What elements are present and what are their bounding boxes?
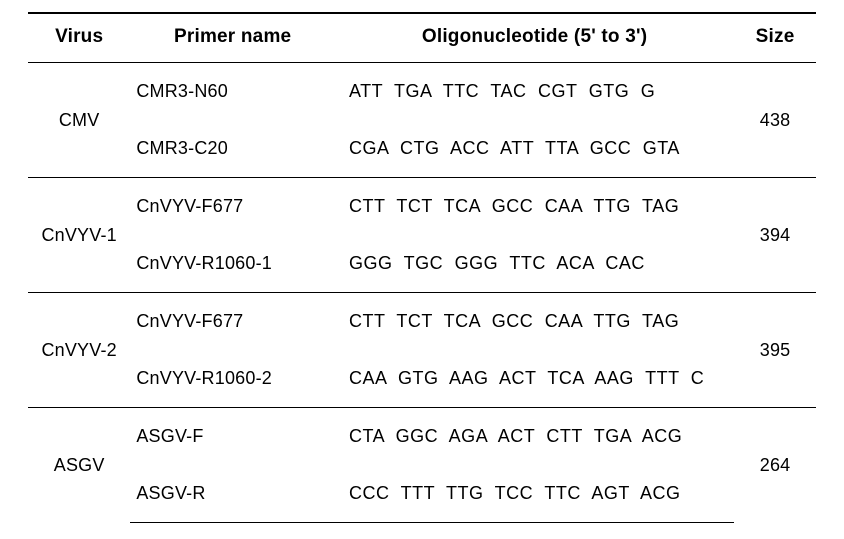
cell-virus: CMV: [28, 63, 130, 178]
table-row: CnVYV-R1060-1 GGG TGC GGG TTC ACA CAC: [28, 235, 816, 293]
table-row: CnVYV-1 CnVYV-F677 CTT TCT TCA GCC CAA T…: [28, 178, 816, 236]
cell-virus: ASGV: [28, 408, 130, 523]
cell-primer: CnVYV-F677: [130, 178, 335, 236]
cell-primer: CMR3-C20: [130, 120, 335, 178]
table-row: CMV CMR3-N60 ATT TGA TTC TAC CGT GTG G 4…: [28, 63, 816, 121]
cell-primer: CnVYV-F677: [130, 293, 335, 351]
cell-primer: CnVYV-R1060-1: [130, 235, 335, 293]
primer-table-container: { "table": { "headers": { "virus": "Viru…: [0, 0, 844, 539]
cell-oligo: CGA CTG ACC ATT TTA GCC GTA: [335, 120, 734, 178]
cell-size: 394: [734, 178, 816, 293]
cell-size: 264: [734, 408, 816, 523]
cell-primer: CnVYV-R1060-2: [130, 350, 335, 408]
cell-oligo: CTT TCT TCA GCC CAA TTG TAG: [335, 178, 734, 236]
cell-oligo: CAA GTG AAG ACT TCA AAG TTT C: [335, 350, 734, 408]
table-row: ASGV-R CCC TTT TTG TCC TTC AGT ACG: [28, 465, 816, 523]
cell-primer: ASGV-F: [130, 408, 335, 466]
cell-oligo: ATT TGA TTC TAC CGT GTG G: [335, 63, 734, 121]
table-row: CnVYV-2 CnVYV-F677 CTT TCT TCA GCC CAA T…: [28, 293, 816, 351]
col-header-virus: Virus: [28, 13, 130, 63]
cell-size: 395: [734, 293, 816, 408]
cell-primer: CMR3-N60: [130, 63, 335, 121]
col-header-oligo: Oligonucleotide (5' to 3'): [335, 13, 734, 63]
table-row: CMR3-C20 CGA CTG ACC ATT TTA GCC GTA: [28, 120, 816, 178]
table-row: CnVYV-R1060-2 CAA GTG AAG ACT TCA AAG TT…: [28, 350, 816, 408]
cell-primer: ASGV-R: [130, 465, 335, 523]
primer-table: Virus Primer name Oligonucleotide (5' to…: [28, 12, 816, 523]
cell-oligo: CTA GGC AGA ACT CTT TGA ACG: [335, 408, 734, 466]
table-row: ASGV ASGV-F CTA GGC AGA ACT CTT TGA ACG …: [28, 408, 816, 466]
cell-oligo: CTT TCT TCA GCC CAA TTG TAG: [335, 293, 734, 351]
col-header-primer: Primer name: [130, 13, 335, 63]
cell-oligo: GGG TGC GGG TTC ACA CAC: [335, 235, 734, 293]
cell-virus: CnVYV-2: [28, 293, 130, 408]
cell-virus: CnVYV-1: [28, 178, 130, 293]
cell-oligo: CCC TTT TTG TCC TTC AGT ACG: [335, 465, 734, 523]
cell-size: 438: [734, 63, 816, 178]
table-header-row: Virus Primer name Oligonucleotide (5' to…: [28, 13, 816, 63]
col-header-size: Size: [734, 13, 816, 63]
